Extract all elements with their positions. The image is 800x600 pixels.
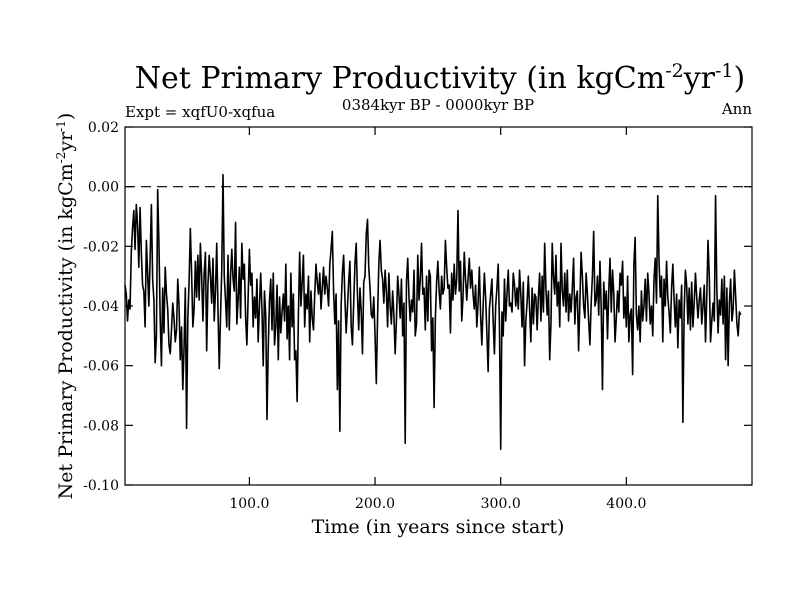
period-label: 0384kyr BP - 0000kyr BP xyxy=(342,96,534,114)
x-tick-label: 400.0 xyxy=(606,496,646,512)
expt-label: Expt = xqfU0-xqfua xyxy=(125,103,275,121)
y-tick-label: 0.02 xyxy=(88,120,119,136)
npp-series-line xyxy=(124,173,742,451)
x-tick-label: 200.0 xyxy=(355,496,395,512)
x-axis-label: Time (in years since start) xyxy=(312,516,565,538)
y-axis: 0.02 0.00 -0.02 -0.04 -0.06 -0.08 -0.10 xyxy=(83,120,752,494)
x-tick-label: 300.0 xyxy=(481,496,521,512)
y-tick-label: -0.08 xyxy=(83,418,119,434)
plot-frame xyxy=(124,126,753,486)
y-tick-label: -0.02 xyxy=(83,239,119,255)
plot-area xyxy=(124,126,753,486)
y-tick-label: -0.06 xyxy=(83,359,119,375)
chart-title: Net Primary Productivity (in kgCm-2yr-1) xyxy=(135,60,746,96)
y-tick-label: -0.04 xyxy=(83,299,119,315)
y-axis-label: Net Primary Productivity (in kgCm-2yr-1) xyxy=(54,113,77,500)
y-tick-label: 0.00 xyxy=(88,180,119,196)
x-axis: 100.0 200.0 300.0 400.0 xyxy=(229,127,646,512)
x-tick-label: 100.0 xyxy=(229,496,269,512)
season-label: Ann xyxy=(721,100,752,118)
y-tick-label: -0.10 xyxy=(83,478,119,494)
